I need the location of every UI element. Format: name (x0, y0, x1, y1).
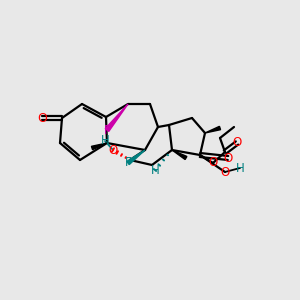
Text: O: O (220, 166, 230, 178)
Text: O: O (37, 112, 47, 124)
Polygon shape (205, 126, 220, 133)
Polygon shape (172, 150, 187, 160)
Polygon shape (105, 104, 128, 131)
Polygon shape (92, 143, 107, 150)
Text: O: O (208, 157, 217, 169)
Text: H: H (151, 164, 159, 176)
Text: H: H (100, 134, 109, 148)
Text: H: H (236, 161, 244, 175)
Text: F: F (125, 157, 131, 169)
Polygon shape (127, 150, 145, 165)
Text: O: O (224, 152, 232, 164)
Text: O: O (108, 143, 118, 157)
Text: F: F (104, 124, 110, 136)
Text: O: O (232, 136, 242, 149)
